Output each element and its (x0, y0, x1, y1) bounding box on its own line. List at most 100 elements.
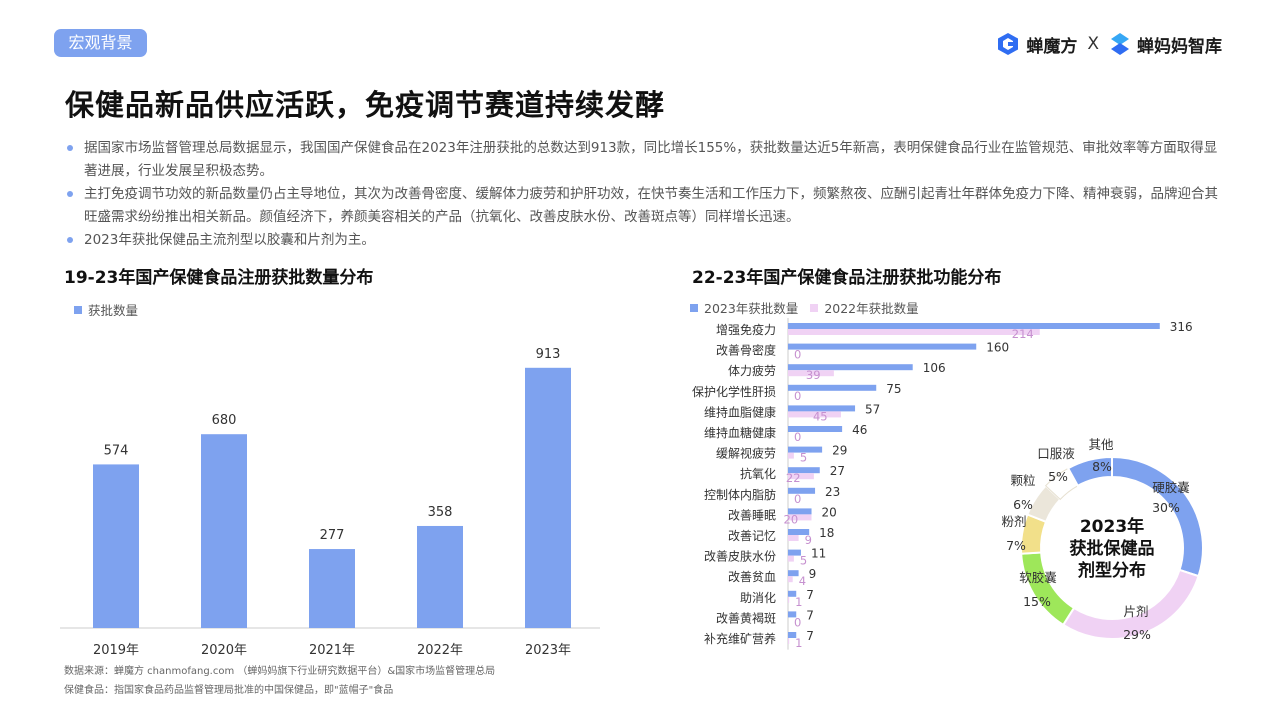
bar-2022-value: 20 (784, 512, 799, 526)
bar-2022-value: 4 (799, 574, 806, 588)
slice-name-label: 颗粒 (1010, 473, 1035, 488)
logo-left-text: 蝉魔方 (1026, 36, 1078, 57)
bar-2023 (788, 467, 820, 474)
bar-2023 (788, 487, 816, 494)
bar-2022-value: 5 (800, 451, 807, 465)
bar-2022-value: 9 (805, 533, 812, 547)
category-label: 增强免疫力 (716, 322, 776, 337)
bar-2022-value: 5 (800, 554, 807, 568)
bar-2022-value: 214 (1012, 327, 1034, 341)
bar-2022 (788, 576, 793, 583)
bar-2023-value: 75 (886, 382, 901, 396)
category-label: 补充维矿营养 (704, 631, 776, 646)
donut-slice (1020, 551, 1076, 627)
slice-value-label: 15% (1023, 594, 1051, 609)
bar-2022-value: 45 (813, 409, 828, 423)
bar-2023 (788, 426, 843, 432)
chart1-svg: 574 2019年 680 2020年 277 2021年 358 2022年 913 2023年 (60, 347, 600, 658)
bar-2022 (788, 370, 834, 377)
category-label: 维持血脂健康 (704, 404, 776, 419)
donut-center-title: 剂型分布 (1078, 560, 1146, 581)
bar (201, 434, 247, 628)
bar-2023-value: 46 (852, 423, 867, 437)
chart1-title: 19-23年国产保健食品注册获批数量分布 (64, 268, 374, 288)
legend-swatch (690, 303, 698, 312)
bar-value-label: 913 (536, 347, 561, 362)
summary-bullets: 据国家市场监督管理总局数据显示，我国国产保健食品在2023年注册获批的总数达到9… (64, 137, 1224, 252)
legend-label: 2022年获批数量 (824, 301, 919, 316)
bar-2023-value: 160 (986, 341, 1009, 355)
bar (309, 549, 355, 628)
bullet-item: 据国家市场监督管理总局数据显示，我国国产保健食品在2023年注册获批的总数达到9… (64, 137, 1224, 183)
legend-label: 获批数量 (88, 303, 139, 318)
bar-2023 (788, 364, 913, 371)
bar-2023-value: 106 (923, 361, 946, 375)
category-label: 助消化 (740, 591, 776, 605)
chart2-legend: 2023年获批数量 2022年获批数量 (690, 298, 919, 317)
bar-2022 (788, 535, 799, 541)
bar-value-label: 277 (320, 528, 345, 543)
bar-2022 (788, 411, 841, 418)
category-label: 改善记忆 (728, 528, 776, 543)
bar (417, 525, 463, 628)
bar-2023-value: 7 (806, 588, 814, 602)
bar-value-label: 358 (428, 505, 453, 520)
legend-swatch (74, 305, 82, 314)
footnotes: 数据来源：蝉魔方 chanmofang.com （蝉妈妈旗下行业研究数据平台）&… (64, 662, 495, 700)
bar-2022 (788, 329, 1040, 335)
category-label: 改善黄褐斑 (716, 610, 776, 625)
bar-2023 (788, 549, 801, 556)
x-tick-label: 2022年 (417, 643, 463, 658)
bar-2022 (788, 452, 794, 459)
chart1-legend: 获批数量 (74, 300, 138, 319)
x-tick-label: 2023年 (525, 643, 571, 658)
slice-value-label: 7% (1006, 538, 1026, 553)
slice-name-label: 口服液 (1037, 446, 1075, 461)
legend-label: 2023年获批数量 (704, 301, 799, 316)
bullet-item: 2023年获批保健品主流剂型以胶囊和片剂为主。 (64, 229, 1224, 252)
category-label: 控制体内脂肪 (704, 487, 776, 502)
bar-2023-value: 23 (825, 485, 840, 499)
section-tag: 宏观背景 (54, 29, 147, 57)
bar-2023 (788, 570, 799, 577)
x-tick-label: 2020年 (201, 643, 247, 658)
bar-2023-value: 27 (830, 464, 845, 478)
x-tick-label: 2021年 (309, 643, 355, 658)
category-label: 保护化学性肝损 (692, 384, 776, 399)
bar-2022-value: 22 (786, 471, 801, 485)
bar-2023-value: 316 (1170, 320, 1193, 334)
bar-2023-value: 18 (819, 526, 834, 540)
bullet-item: 主打免疫调节功效的新品数量仍占主导地位，其次为改善骨密度、缓解体力疲劳和护肝功效… (64, 183, 1224, 229)
category-label: 抗氧化 (740, 466, 776, 481)
bar-2023-value: 11 (811, 547, 826, 561)
bar-2022-value: 0 (794, 492, 801, 506)
bar-2022-value: 1 (795, 636, 802, 650)
page-title: 保健品新品供应活跃，免疫调节赛道持续发酵 (65, 88, 666, 122)
bar-2022-value: 0 (794, 348, 801, 362)
bar-2023 (788, 611, 797, 618)
bar-2023 (788, 343, 977, 350)
brand-logos: 蝉魔方 X 蝉妈妈智库 (996, 30, 1222, 58)
source-note: 数据来源：蝉魔方 chanmofang.com （蝉妈妈旗下行业研究数据平台）&… (64, 666, 496, 677)
bar-2023-value: 57 (865, 402, 880, 416)
slice-value-label: 30% (1152, 500, 1180, 515)
slice-value-label: 5% (1048, 469, 1068, 484)
bar-2023 (788, 632, 797, 638)
bar-2023 (788, 529, 810, 535)
chanmama-logo-icon (1111, 33, 1129, 55)
category-label: 体力疲劳 (728, 363, 776, 378)
bar-2023 (788, 590, 797, 597)
bar-2023 (788, 405, 856, 412)
bar-2022-value: 0 (794, 430, 801, 444)
bar-2022 (788, 596, 790, 603)
bar-2022-value: 1 (795, 595, 802, 609)
logo-separator: X (1087, 34, 1099, 54)
slice-name-label: 其他 (1088, 437, 1114, 452)
x-tick-label: 2019年 (93, 643, 139, 658)
bar-2023-value: 20 (822, 505, 837, 519)
bar-2023-value: 7 (806, 608, 814, 622)
category-label: 缓解视疲劳 (716, 446, 776, 461)
slice-name-label: 硬胶囊 (1152, 480, 1190, 495)
chanmofang-logo-icon (998, 33, 1019, 55)
